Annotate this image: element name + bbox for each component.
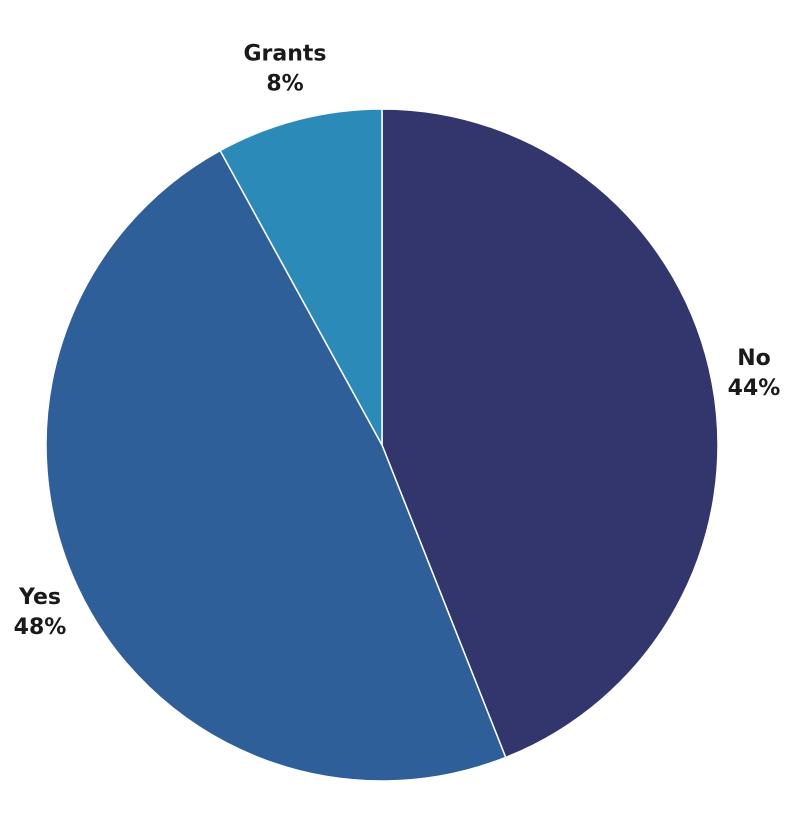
- pie-slices: [45, 108, 719, 782]
- pie-label-yes: Yes 48%: [14, 585, 67, 640]
- pie-labels: No 44% Yes 48% Grants 8%: [14, 41, 781, 640]
- pie-slice-grants: [219, 108, 383, 446]
- pie-label-value: 8%: [266, 71, 303, 96]
- pie-label-value: 44%: [728, 376, 781, 401]
- pie-label-name: Grants: [243, 41, 326, 66]
- pie-label-name: Yes: [18, 585, 61, 610]
- pie-label-no: No 44%: [728, 346, 781, 401]
- pie-label-name: No: [737, 346, 771, 371]
- pie-slice-no: [381, 108, 719, 759]
- pie-label-grants: Grants 8%: [243, 41, 326, 96]
- pie-label-value: 48%: [14, 615, 67, 640]
- pie-slice-yes: [45, 149, 507, 782]
